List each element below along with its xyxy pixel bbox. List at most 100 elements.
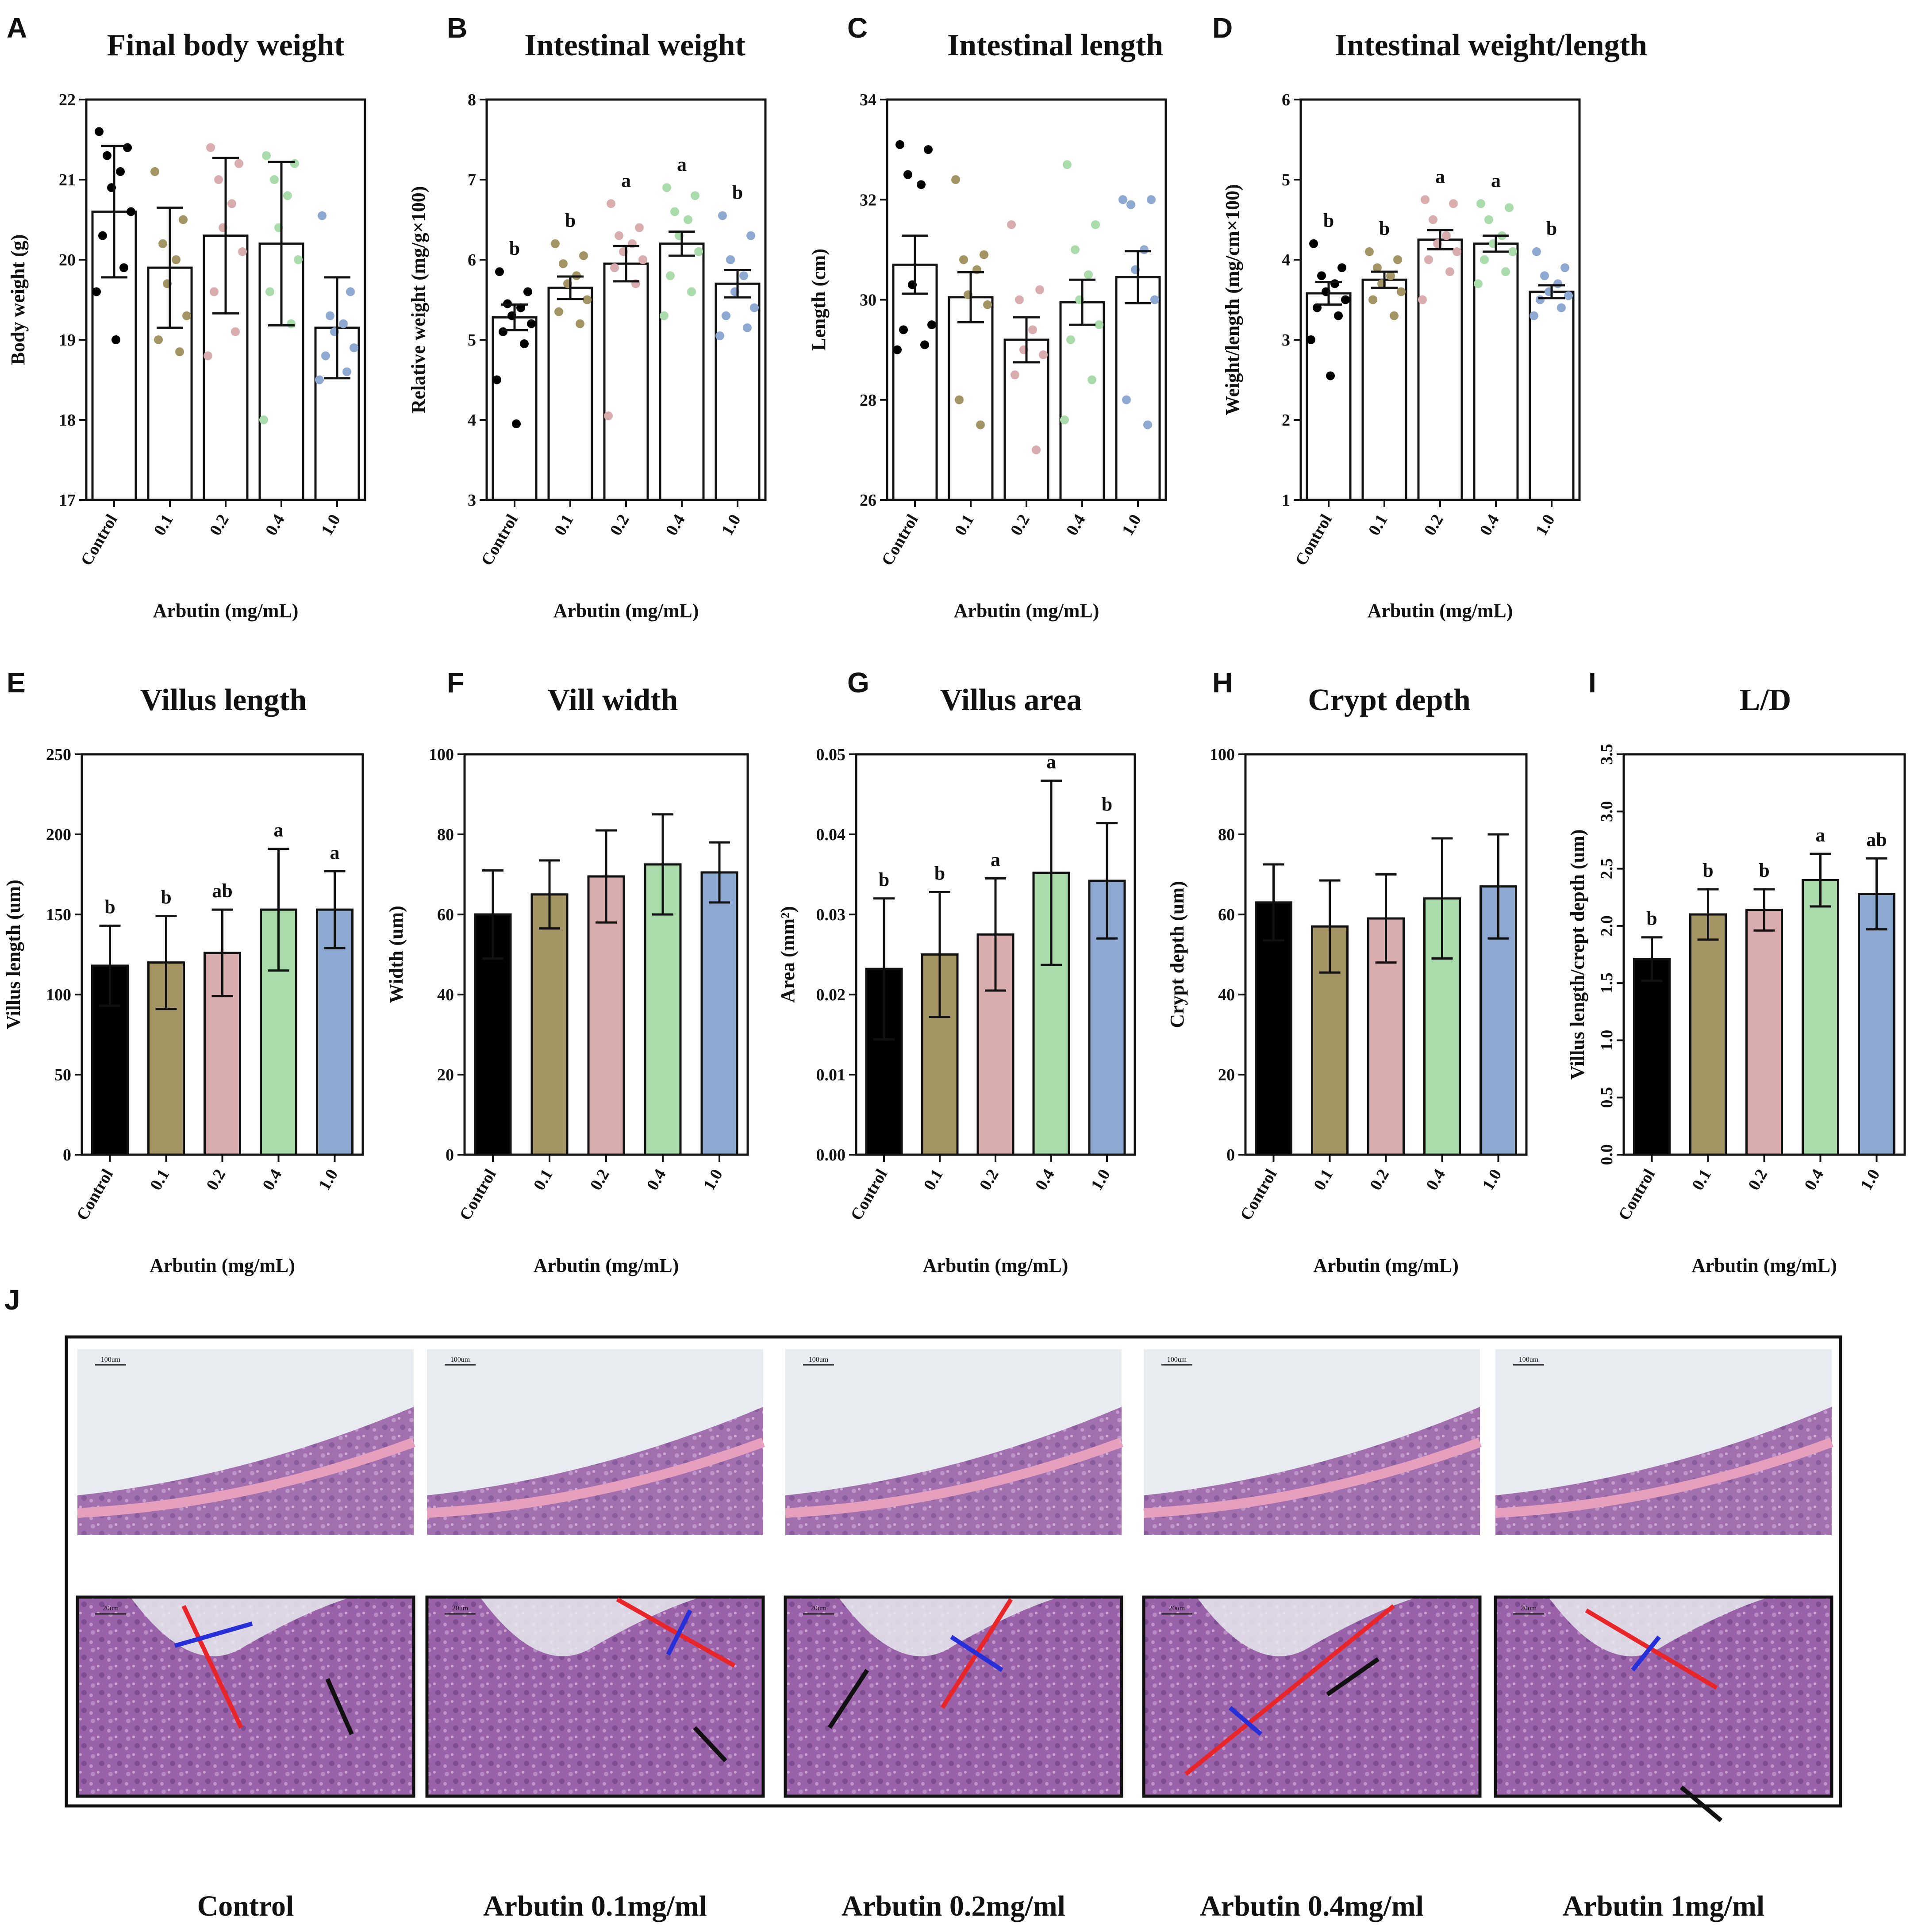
data-point — [158, 239, 167, 248]
bar — [1417, 238, 1463, 501]
x-tick-label: 1.0 — [1857, 1166, 1883, 1194]
data-point — [1480, 255, 1489, 264]
data-point — [92, 287, 101, 296]
x-tick-label: 0.4 — [262, 511, 288, 539]
bar — [1088, 880, 1126, 1156]
data-point — [1341, 295, 1350, 304]
panel-letter: I — [1588, 667, 1596, 699]
x-tick-label: 1.0 — [700, 1166, 726, 1194]
data-point — [559, 259, 568, 269]
data-point — [635, 223, 644, 232]
y-tick-label: 60 — [437, 906, 454, 924]
data-point — [1536, 295, 1545, 304]
data-point — [326, 311, 334, 320]
y-tick-label: 1.0 — [1598, 1030, 1616, 1051]
y-tick-label: 0 — [1226, 1146, 1235, 1164]
significance-letter: b — [565, 210, 576, 231]
crypt-depth-line — [693, 1726, 727, 1763]
y-tick-label: 60 — [1218, 906, 1235, 924]
y-tick-label: 2.0 — [1598, 915, 1616, 937]
data-point — [1126, 200, 1135, 209]
data-point — [206, 143, 215, 152]
group-caption: Control — [197, 1890, 294, 1922]
data-point — [1390, 311, 1399, 320]
x-tick-label: 0.1 — [530, 1166, 557, 1194]
y-tick-label: 150 — [46, 906, 71, 924]
data-point — [1476, 199, 1485, 208]
panel-letter: F — [447, 667, 464, 699]
data-point — [172, 255, 181, 264]
data-point — [150, 167, 159, 176]
data-point — [523, 287, 532, 296]
y-axis-label: Area (mm²) — [777, 906, 799, 1003]
data-point — [270, 175, 279, 184]
data-point — [234, 159, 243, 168]
y-tick-label: 8 — [468, 91, 476, 109]
y-tick-label: 0.5 — [1598, 1087, 1616, 1108]
data-point — [238, 247, 247, 256]
data-point — [1365, 247, 1374, 256]
data-point — [98, 231, 107, 240]
y-tick-label: 19 — [59, 331, 76, 350]
data-point — [1540, 271, 1549, 280]
data-point — [1424, 255, 1433, 264]
x-tick-label: 0.2 — [203, 1166, 229, 1194]
data-point — [512, 419, 521, 429]
y-tick-label: 0.0 — [1598, 1144, 1616, 1165]
x-tick-label: 0.2 — [1745, 1166, 1771, 1194]
bar — [547, 286, 593, 501]
chart-h: H Crypt depth 0 20 40 60 80 100 Crypt depth (um)… — [1166, 667, 1528, 1276]
data-point — [983, 300, 992, 309]
x-tick-label: 0.2 — [206, 511, 233, 539]
data-point — [315, 375, 324, 384]
x-axis-label: Arbutin (mg/mL) — [1313, 1255, 1459, 1276]
x-tick-label: 0.4 — [662, 511, 689, 539]
y-tick-label: 30 — [860, 291, 876, 310]
data-point — [342, 367, 351, 376]
data-point — [694, 247, 703, 256]
y-tick-label: 0.05 — [816, 745, 846, 764]
x-tick-label: 1.0 — [1532, 511, 1559, 539]
y-tick-label: 7 — [468, 171, 476, 189]
villus-width-line — [950, 1635, 1003, 1672]
x-tick-label: 0.4 — [1422, 1166, 1449, 1194]
scale-bar-label: 20um — [1169, 1605, 1185, 1612]
y-tick-label: 100 — [46, 986, 71, 1004]
crypt-depth-line — [1679, 1786, 1723, 1822]
data-point — [1418, 295, 1427, 304]
data-point — [1063, 160, 1072, 169]
data-point — [687, 287, 696, 296]
data-point — [154, 335, 163, 344]
significance-letter: ab — [212, 880, 232, 902]
significance-letter: a — [1491, 169, 1501, 191]
bar — [1858, 892, 1895, 1156]
data-point — [899, 325, 908, 334]
data-point — [615, 231, 623, 240]
x-tick-label: 1.0 — [718, 511, 745, 539]
data-point — [924, 145, 933, 154]
y-tick-label: 0.03 — [816, 906, 846, 924]
scale-bar-label: 100um — [809, 1356, 829, 1364]
data-point — [604, 411, 613, 420]
y-axis-label: Body weight (g) — [7, 234, 29, 365]
scale-bar-label: 100um — [1519, 1356, 1539, 1364]
y-axis-label: Crypt depth (um) — [1166, 881, 1188, 1028]
chart-a: A Final body weight 17 18 19 20 21 22 Body weigh… — [7, 12, 366, 622]
data-point — [579, 251, 588, 260]
data-point — [1307, 335, 1315, 344]
scale-bar-label: 20um — [811, 1605, 827, 1612]
data-point — [339, 319, 348, 328]
y-tick-label: 4 — [1282, 251, 1290, 269]
x-tick-label: 0.2 — [1007, 511, 1034, 539]
bar — [700, 871, 738, 1156]
villus-width-line — [1631, 1635, 1661, 1672]
data-point — [1011, 370, 1019, 380]
data-point — [684, 215, 692, 224]
data-point — [1421, 195, 1430, 204]
y-tick-label: 32 — [860, 191, 876, 209]
significance-letter: b — [1646, 908, 1657, 930]
significance-letter: a — [1435, 165, 1445, 187]
data-point — [103, 151, 111, 160]
data-point — [1140, 245, 1149, 254]
